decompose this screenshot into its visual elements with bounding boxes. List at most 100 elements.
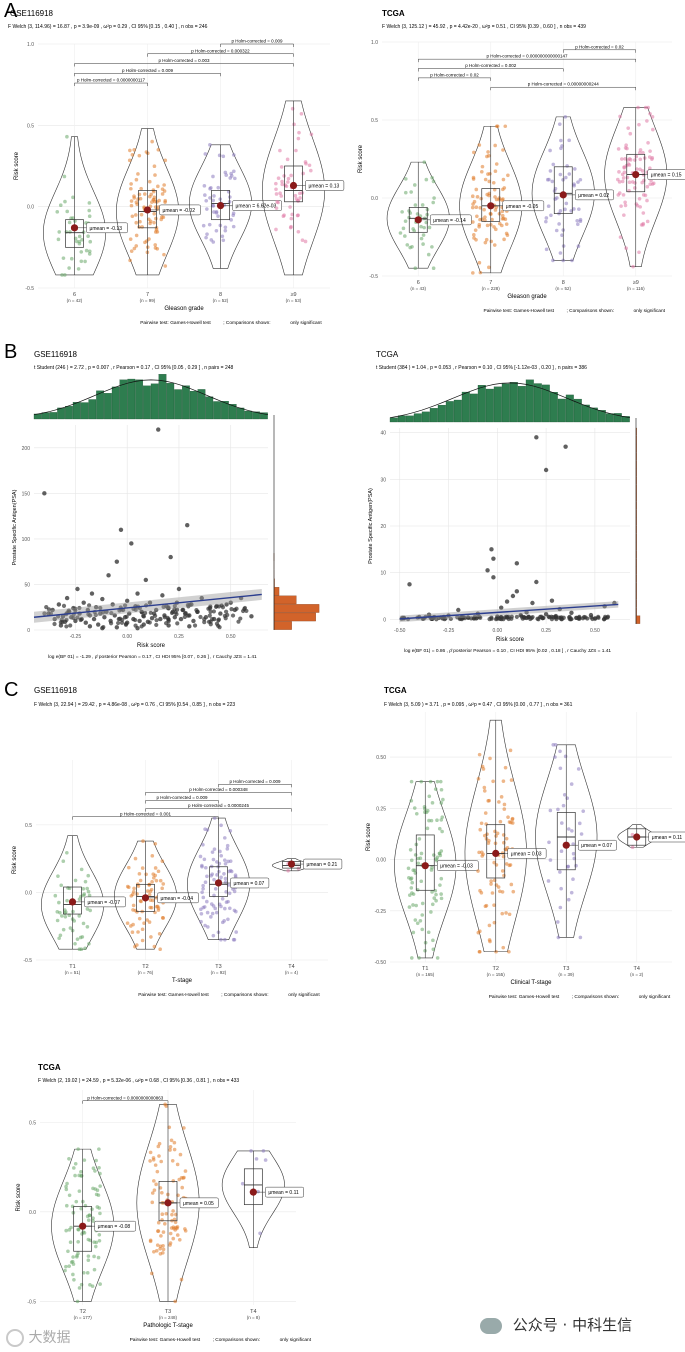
b2-data-point [448,616,453,622]
a1-data-point [136,197,140,201]
c1-data-point [148,905,153,910]
c1-data-point [142,921,146,925]
c3-footer-text: only significant [280,1337,312,1343]
c3-data-point [90,1207,94,1212]
a1-data-point [220,234,225,239]
a1-data-point [274,192,279,196]
c3-data-point [97,1165,101,1170]
c1-comparison-label: p Holm-corrected = 0.000348 [189,787,248,792]
c1-data-point [151,872,156,876]
a1-data-point [303,239,308,244]
b2-data-point [499,615,504,620]
a1-comparison-label: p Holm-corrected = 0.003 [159,58,210,63]
b1-data-point [137,618,142,624]
c3-data-point [85,1271,90,1275]
c3-data-point [65,1181,69,1186]
b1-data-point [91,616,97,622]
a1-data-point [56,237,61,242]
b2-xlabel: Risk score [496,637,525,643]
c2-data-point [569,890,574,895]
a2-mean-label: μmean = 0.02 [578,193,609,199]
a2-data-point [651,127,655,132]
a1-data-point [274,206,279,210]
a1-data-point [163,264,168,268]
b1-data-point [112,613,117,618]
a2-data-point [473,228,478,232]
a1-data-point [162,252,166,257]
c1-data-point [212,816,217,820]
b2-xtick-label: -0.25 [443,628,455,634]
b1-data-point [78,617,83,623]
c3-data-point [254,1157,259,1161]
c1-data-point [58,933,63,938]
c3-data-point [64,1264,68,1269]
c1-data-point [202,905,207,909]
a1-data-point [289,173,293,178]
a2-data-point [479,196,484,201]
a1-violin [115,128,180,276]
a2-data-point [421,242,425,246]
a1-data-point [58,203,63,208]
b1-data-point [44,604,49,610]
a2-footer-text: only significant [634,308,666,314]
c1-data-point [203,923,207,928]
c2-data-point [439,892,443,896]
c2-data-point [497,800,501,804]
b2-x-histogram-bar [485,388,494,423]
c3-data-point [258,1231,262,1236]
c2-data-point [425,826,430,831]
b1-x-histogram-bar [57,407,65,420]
c3-mean-label: μmean = 0.05 [183,1201,214,1207]
c3-data-point [161,1251,165,1255]
c2-data-point [501,779,506,783]
c3-data-point [64,1187,69,1192]
c1-chart: GSE116918 F Welch (3, 22.94 ) = 29.42 , p… [12,686,343,998]
a2-data-point [485,223,490,228]
a2-data-point [616,193,621,197]
a1-data-point [73,219,77,223]
c1-data-point [157,931,162,936]
a1-data-point [84,248,89,253]
a2-data-point [565,164,569,168]
c2-data-point [418,856,423,860]
c2-data-point [556,935,561,940]
c1-comparison-label: p Holm-corrected = 0.0000245 [188,803,249,808]
a2-chart: TCGA F Welch (3, 125.12 ) = 45.92 , p = 4… [358,9,685,314]
a1-data-point [281,214,286,219]
a1-mean-label-box [86,222,128,234]
b1-xtick-label: 0.50 [226,634,236,640]
b1-data-point [127,611,132,616]
b1-data-point [195,609,200,615]
b2-data-point [556,615,561,620]
a2-xtick-label: 8 [562,280,565,286]
a2-data-point [618,235,623,239]
c2-data-point [503,765,508,770]
c3-mean-label-box [179,1197,219,1209]
c3-data-point [91,1219,95,1223]
c1-data-point [234,909,238,914]
b1-data-point [213,604,219,609]
b1-fit-line [33,593,262,618]
c1-data-point [223,861,228,866]
c3-data-point [182,1126,186,1130]
c2-data-point [430,890,434,894]
c2-ytick-label: 0.50 [376,755,386,761]
a2-data-point [475,194,480,199]
b1-footer-text: log e(BF 01) = -1.29 , ρ̂ posterior Pear… [48,654,257,660]
b1-data-point [147,620,152,625]
c3-data-point [68,1240,73,1245]
c2-ylabel: Risk score [366,822,372,851]
c1-data-point [233,873,238,878]
c2-chart: TCGA F Welch (3, 5.09 ) = 3.71 , p = 0.09… [366,686,685,1000]
c1-data-point [60,914,64,918]
c1-data-point [137,916,142,921]
c3-data-point [72,1277,76,1282]
b2-data-point [549,598,555,603]
c1-mean-label: μmean = 0.07 [234,881,265,887]
a2-data-point [638,157,643,162]
a2-data-point [637,250,641,255]
b1-y-histogram-bar [273,621,292,630]
c3-data-point [159,1234,163,1238]
c2-footer-text: Games-Howell test [519,994,560,1000]
